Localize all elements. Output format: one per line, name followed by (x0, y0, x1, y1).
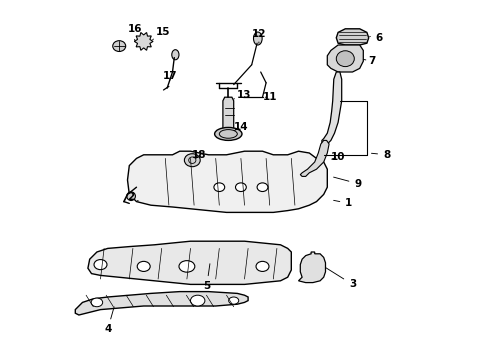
Text: 6: 6 (369, 33, 382, 43)
Text: 5: 5 (203, 264, 210, 291)
Text: 15: 15 (152, 27, 170, 40)
Text: 13: 13 (233, 90, 251, 100)
Polygon shape (300, 140, 328, 176)
Ellipse shape (213, 183, 224, 192)
Polygon shape (223, 97, 233, 131)
Polygon shape (321, 72, 341, 144)
Text: 14: 14 (233, 122, 248, 132)
Polygon shape (127, 151, 326, 212)
Text: 1: 1 (333, 198, 352, 208)
Ellipse shape (257, 183, 267, 192)
Ellipse shape (253, 32, 262, 45)
Polygon shape (88, 241, 291, 284)
Polygon shape (326, 45, 363, 72)
Ellipse shape (179, 261, 194, 272)
Ellipse shape (126, 192, 135, 201)
Ellipse shape (171, 50, 179, 60)
Text: 3: 3 (325, 268, 355, 289)
Text: 9: 9 (333, 177, 361, 189)
Polygon shape (134, 32, 153, 50)
Polygon shape (298, 252, 325, 283)
Ellipse shape (94, 260, 107, 270)
Ellipse shape (256, 261, 268, 271)
Text: 17: 17 (163, 71, 177, 81)
Ellipse shape (336, 51, 354, 67)
Ellipse shape (235, 183, 246, 192)
Ellipse shape (113, 41, 125, 51)
Text: 10: 10 (330, 152, 345, 162)
Text: 11: 11 (262, 92, 276, 102)
Ellipse shape (91, 298, 102, 307)
Ellipse shape (184, 154, 200, 167)
Text: 16: 16 (127, 24, 142, 40)
Ellipse shape (190, 295, 204, 306)
Ellipse shape (228, 297, 238, 304)
Ellipse shape (137, 261, 150, 271)
Text: 18: 18 (192, 150, 206, 160)
Text: 12: 12 (251, 29, 265, 43)
Text: 7: 7 (363, 56, 375, 66)
Polygon shape (75, 292, 247, 315)
Text: 4: 4 (104, 307, 114, 334)
Text: 2: 2 (127, 192, 138, 202)
Ellipse shape (214, 127, 242, 140)
Text: 8: 8 (371, 150, 389, 160)
Polygon shape (336, 29, 368, 45)
